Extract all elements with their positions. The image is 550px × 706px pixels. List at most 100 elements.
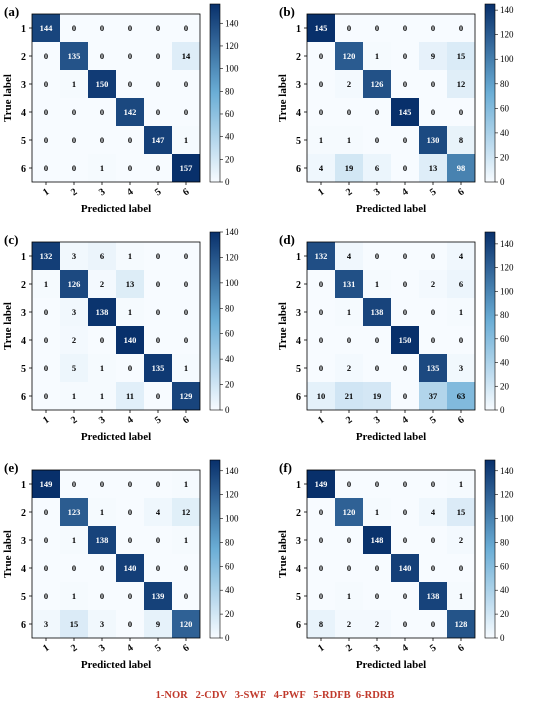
heatmap-svg: (b)145 0 0 0 0 00 120 1 0 9 150 2 126 0 0 120 0 0 145 0 01 1 0…: [277, 3, 514, 215]
y-tick-label: 2: [296, 508, 301, 519]
heatmap-cell: [32, 582, 60, 610]
heatmap-cell: [447, 526, 475, 554]
heatmap-cell: [307, 582, 335, 610]
y-tick-label: 4: [21, 336, 26, 347]
heatmap-cell: [307, 270, 335, 298]
cell-value: 0: [156, 51, 160, 61]
panel-e: (e) 149 0 0 0 0 1 0 123 1 0 4 12 0 1 138 0 0 1 0 0 0 140 0 0 0 1 0 0…: [0, 456, 275, 688]
x-tick-label: 4: [400, 414, 410, 426]
colorbar-tick-label: 100: [225, 64, 239, 74]
heatmap-cell: [32, 154, 60, 182]
heatmap-cell: [60, 354, 88, 382]
cell-value: 0: [156, 479, 160, 489]
cell-value: 1: [100, 163, 104, 173]
heatmap-cell: [419, 554, 447, 582]
panel-label: (c): [4, 232, 18, 247]
y-tick-label: 5: [296, 364, 301, 375]
cell-value: 0: [184, 563, 188, 573]
cell-value: 11: [126, 391, 134, 401]
cell-value: 0: [375, 107, 379, 117]
y-tick-label: 6: [296, 392, 301, 403]
heatmap-cell: [144, 42, 172, 70]
x-tick-label: 3: [372, 414, 382, 426]
cell-value: 0: [44, 107, 48, 117]
heatmap-cell: [391, 14, 419, 42]
cell-value: 149: [40, 479, 53, 489]
cell-value: 130: [427, 135, 440, 145]
cell-value: 129: [180, 391, 193, 401]
x-tick-label: 5: [153, 186, 163, 198]
y-tick-label: 1: [21, 24, 26, 35]
heatmap-cell: [335, 326, 363, 354]
heatmap-cell: [363, 354, 391, 382]
cell-value: 0: [156, 23, 160, 33]
heatmap-cell: [32, 98, 60, 126]
heatmap-cell: [172, 98, 200, 126]
y-tick-label: 3: [296, 80, 301, 91]
heatmap-cell: [32, 526, 60, 554]
heatmap-cell: [172, 382, 200, 410]
cell-value: 0: [128, 23, 132, 33]
cell-value: 0: [44, 507, 48, 517]
heatmap-cell: [447, 298, 475, 326]
panel-d: (d) 132 4 0 0 0 4 0 131 1 0 2 6 0 1 138 0 0 1 0 0 0 150 0 0 0 2 0 0 1…: [275, 228, 550, 460]
cell-value: 0: [44, 563, 48, 573]
heatmap-cell: [391, 42, 419, 70]
cell-value: 0: [156, 107, 160, 117]
cell-value: 0: [156, 307, 160, 317]
colorbar-tick-label: 40: [225, 354, 235, 364]
cell-value: 0: [375, 591, 379, 601]
cell-value: 1: [184, 363, 188, 373]
x-tick-label: 5: [153, 642, 163, 654]
heatmap-cell: [32, 498, 60, 526]
heatmap-cell: [307, 70, 335, 98]
x-tick-label: 5: [428, 642, 438, 654]
heatmap-cell: [32, 554, 60, 582]
cell-value: 2: [347, 619, 351, 629]
heatmap-cell: [116, 298, 144, 326]
cell-value: 0: [375, 135, 379, 145]
heatmap-cell: [391, 126, 419, 154]
heatmap-cell: [335, 42, 363, 70]
y-tick-label: 2: [21, 280, 26, 291]
heatmap-cell: [447, 126, 475, 154]
cell-value: 0: [44, 335, 48, 345]
heatmap-cell: [307, 554, 335, 582]
colorbar-tick-label: 140: [500, 239, 514, 249]
heatmap-cell: [32, 326, 60, 354]
heatmap-cell: [447, 382, 475, 410]
cell-value: 0: [403, 279, 407, 289]
colorbar-tick-label: 0: [500, 633, 505, 643]
cell-value: 4: [156, 507, 161, 517]
heatmap-cell: [32, 610, 60, 638]
cell-value: 0: [184, 591, 188, 601]
panel-label: (d): [279, 232, 295, 247]
x-axis-label: Predicted label: [356, 203, 426, 215]
cell-value: 0: [319, 79, 323, 89]
cell-value: 128: [455, 619, 468, 629]
x-tick-label: 4: [400, 642, 410, 654]
cell-value: 126: [68, 279, 81, 289]
cell-value: 12: [457, 79, 466, 89]
cell-value: 157: [180, 163, 194, 173]
colorbar-tick-label: 140: [225, 466, 239, 476]
heatmap-cell: [419, 470, 447, 498]
cell-value: 19: [345, 163, 354, 173]
heatmap-cell: [419, 610, 447, 638]
cell-value: 0: [431, 107, 435, 117]
colorbar-tick-label: 20: [500, 152, 510, 162]
heatmap-frame: [31, 241, 201, 411]
heatmap-svg: (f)149 0 0 0 0 10 120 1 0 4 150 0 148 0 0 20 0 0 140 0 00 1 0 0…: [277, 459, 514, 671]
cell-value: 2: [347, 363, 351, 373]
heatmap-cell: [172, 554, 200, 582]
heatmap-cell: [116, 270, 144, 298]
cell-value: 0: [375, 23, 379, 33]
heatmap-cell: [60, 270, 88, 298]
heatmap-cell: [447, 42, 475, 70]
colorbar-tick-label: 0: [225, 177, 230, 187]
heatmap-cell: [363, 126, 391, 154]
heatmap-cell: [144, 554, 172, 582]
cell-value: 8: [459, 135, 463, 145]
cell-value: 0: [319, 307, 323, 317]
